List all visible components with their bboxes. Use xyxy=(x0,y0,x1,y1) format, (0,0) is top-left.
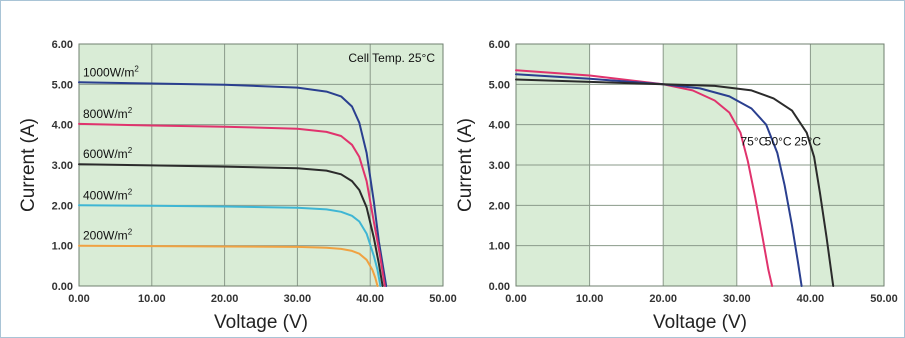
temperature-chart: 0.00 1.00 2.00 3.00 4.00 5.00 6.00 0.00 10.00 20.… xyxy=(455,39,898,333)
x-tick-label: 0.00 xyxy=(505,293,526,305)
y-tick-label: 3.00 xyxy=(52,160,73,172)
y-tick-label: 4.00 xyxy=(52,120,73,132)
x-tick-label: 30.00 xyxy=(284,293,312,305)
series-label: 600W/m2 xyxy=(83,146,133,161)
cell-temp-annotation: Cell Temp. 25°C xyxy=(348,51,435,65)
y-tick-label: 6.00 xyxy=(52,39,73,51)
x-tick-label: 40.00 xyxy=(797,293,825,305)
series-label: 1000W/m2 xyxy=(83,64,139,79)
irradiance-chart: 0.00 1.00 2.00 3.00 4.00 5.00 6.00 0.00 10.00 20.… xyxy=(18,39,457,333)
y-tick-label: 5.00 xyxy=(489,79,510,91)
temperature-label: 25°C xyxy=(794,135,821,149)
y-tick-label: 5.00 xyxy=(52,79,73,91)
x-axis-title: Voltage (V) xyxy=(653,312,747,333)
x-tick-label: 10.00 xyxy=(576,293,604,305)
x-tick-label: 40.00 xyxy=(356,293,384,305)
y-tick-label: 1.00 xyxy=(52,241,73,253)
x-tick-label: 0.00 xyxy=(68,293,89,305)
y-tick-label: 4.00 xyxy=(489,120,510,132)
series-line xyxy=(78,81,388,287)
y-tick-label: 3.00 xyxy=(489,160,510,172)
x-axis-title: Voltage (V) xyxy=(214,312,308,333)
series-label: 200W/m2 xyxy=(83,228,133,243)
x-tick-label: 50.00 xyxy=(870,293,898,305)
series-label: 400W/m2 xyxy=(83,187,133,202)
plot-border xyxy=(515,43,885,287)
series-line xyxy=(78,204,382,287)
y-tick-label: 0.00 xyxy=(489,281,510,293)
series-line xyxy=(78,122,386,287)
x-tick-label: 10.00 xyxy=(138,293,166,305)
x-tick-label: 20.00 xyxy=(211,293,239,305)
y-tick-label: 6.00 xyxy=(489,39,510,51)
series-line xyxy=(515,78,835,287)
series-line xyxy=(78,163,384,287)
y-tick-label: 2.00 xyxy=(52,200,73,212)
series-label: 800W/m2 xyxy=(83,106,133,121)
x-tick-label: 20.00 xyxy=(649,293,677,305)
y-tick-label: 2.00 xyxy=(489,200,510,212)
series-line xyxy=(78,244,379,287)
x-tick-label: 50.00 xyxy=(429,293,457,305)
y-tick-label: 0.00 xyxy=(52,281,73,293)
y-axis-title: Current (A) xyxy=(455,118,476,212)
y-tick-label: 1.00 xyxy=(489,241,510,253)
temperature-label: 50°C xyxy=(765,135,792,149)
temperature-label: 75°C xyxy=(740,135,767,149)
x-tick-label: 30.00 xyxy=(723,293,751,305)
y-axis-title: Current (A) xyxy=(18,118,39,212)
